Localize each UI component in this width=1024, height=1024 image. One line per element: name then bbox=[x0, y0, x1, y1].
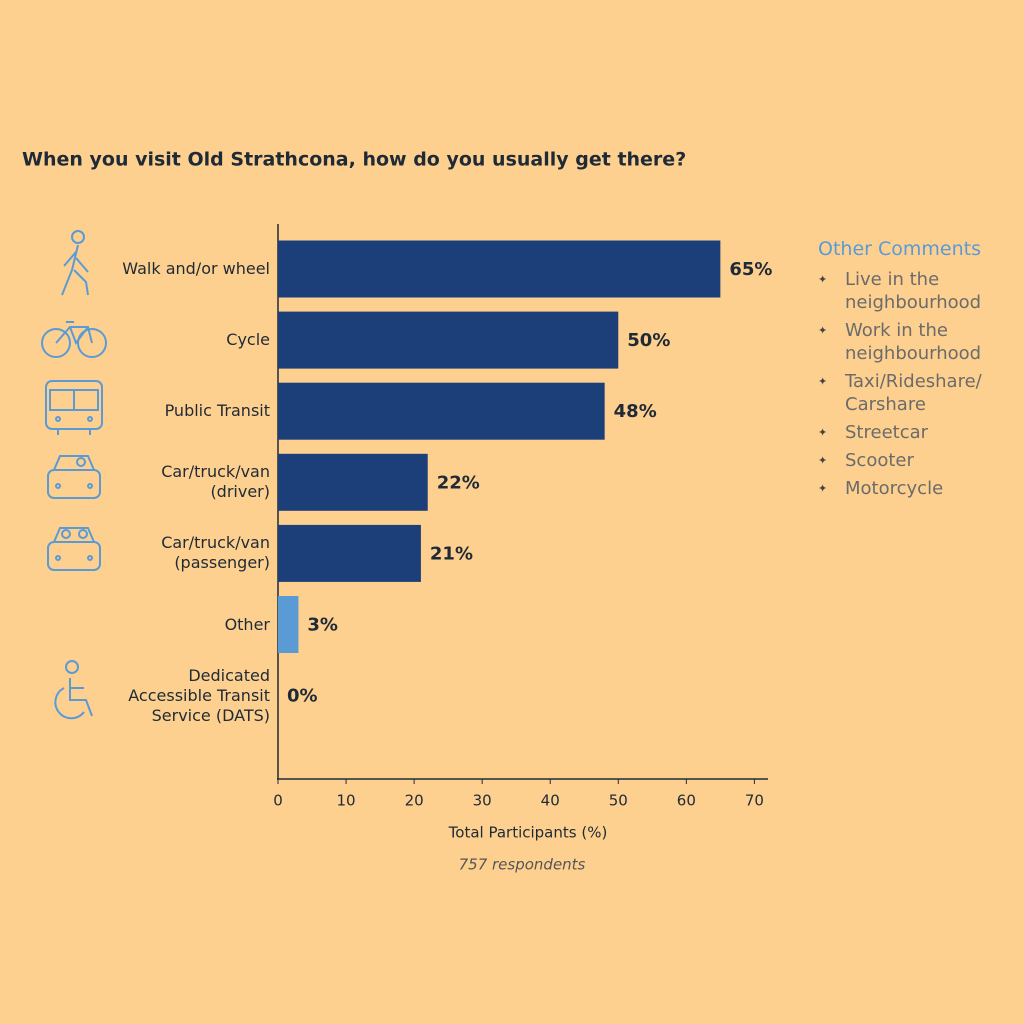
bar bbox=[278, 311, 619, 369]
category-label: Car/truck/van (driver) bbox=[161, 462, 270, 502]
category-label: Dedicated Accessible Transit Service (DA… bbox=[128, 665, 270, 725]
value-label: 65% bbox=[729, 259, 772, 280]
x-tick-label: 70 bbox=[745, 792, 764, 810]
other-comments: Other Comments Live in the neighbourhood… bbox=[818, 238, 1018, 505]
x-tick-label: 50 bbox=[609, 792, 628, 810]
x-tick-label: 0 bbox=[273, 792, 283, 810]
category-label: Cycle bbox=[226, 330, 270, 350]
bar bbox=[278, 240, 721, 298]
comment-item: Taxi/Rideshare/ Carshare bbox=[818, 370, 1018, 416]
category-label: Other bbox=[224, 614, 270, 634]
category-label: Walk and/or wheel bbox=[122, 259, 270, 278]
value-label: 48% bbox=[614, 401, 657, 422]
comment-item: Work in the neighbourhood bbox=[818, 319, 1018, 365]
icons bbox=[41, 230, 107, 720]
x-tick-label: 20 bbox=[405, 792, 424, 810]
category-label: Car/truck/van (passenger) bbox=[161, 533, 270, 573]
value-label: 0% bbox=[287, 686, 318, 707]
comment-item: Motorcycle bbox=[818, 477, 1018, 500]
bar bbox=[278, 382, 605, 440]
category-label: Public Transit bbox=[164, 401, 270, 421]
value-label: 21% bbox=[430, 543, 473, 564]
bar bbox=[278, 596, 299, 653]
x-tick-label: 10 bbox=[337, 792, 356, 810]
x-tick-label: 60 bbox=[677, 792, 696, 810]
subtitle: 757 respondents bbox=[459, 856, 586, 874]
x-axis-label: Total Participants (%) bbox=[448, 824, 608, 842]
chart-title: When you visit Old Strathcona, how do yo… bbox=[22, 149, 686, 171]
x-tick-label: 30 bbox=[473, 792, 492, 810]
bar bbox=[278, 453, 428, 511]
bar bbox=[278, 524, 421, 582]
comment-item: Streetcar bbox=[818, 421, 1018, 444]
x-tick-label: 40 bbox=[541, 792, 560, 810]
comment-item: Scooter bbox=[818, 449, 1018, 472]
comments-title: Other Comments bbox=[818, 238, 981, 260]
value-label: 3% bbox=[307, 615, 338, 636]
value-label: 22% bbox=[437, 472, 480, 493]
value-label: 50% bbox=[627, 330, 670, 351]
comment-item: Live in the neighbourhood bbox=[818, 268, 1018, 314]
